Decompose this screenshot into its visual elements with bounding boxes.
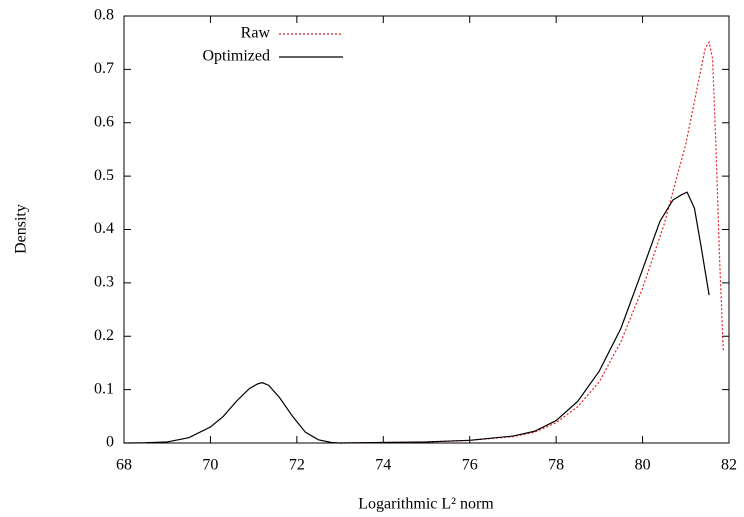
x-tick-label: 82 [721,457,737,474]
y-tick-label: 0.8 [94,7,114,24]
legend-label: Optimized [202,48,270,65]
x-axis-label: Logarithmic L² norm [358,496,494,513]
legend-label: Raw [241,25,271,42]
x-tick-label: 70 [202,457,218,474]
y-tick-label: 0.7 [94,60,114,77]
data-line [340,40,724,444]
y-tick-label: 0.5 [94,167,114,184]
data-line [123,191,710,444]
y-tick-label: 0.3 [94,274,114,291]
y-axis-label: Density [13,204,30,254]
y-tick-label: 0.6 [94,113,114,130]
y-tick-label: 0.2 [94,327,114,344]
x-tick-label: 74 [375,457,391,474]
y-tick-label: 0.1 [94,380,114,397]
x-tick-label: 78 [548,457,564,474]
y-tick-label: 0 [106,434,114,451]
x-tick-label: 76 [462,457,478,474]
x-tick-label: 80 [635,457,651,474]
y-tick-label: 0.4 [94,220,114,237]
x-tick-label: 68 [116,457,132,474]
x-tick-label: 72 [289,457,305,474]
plot-frame [123,15,730,444]
